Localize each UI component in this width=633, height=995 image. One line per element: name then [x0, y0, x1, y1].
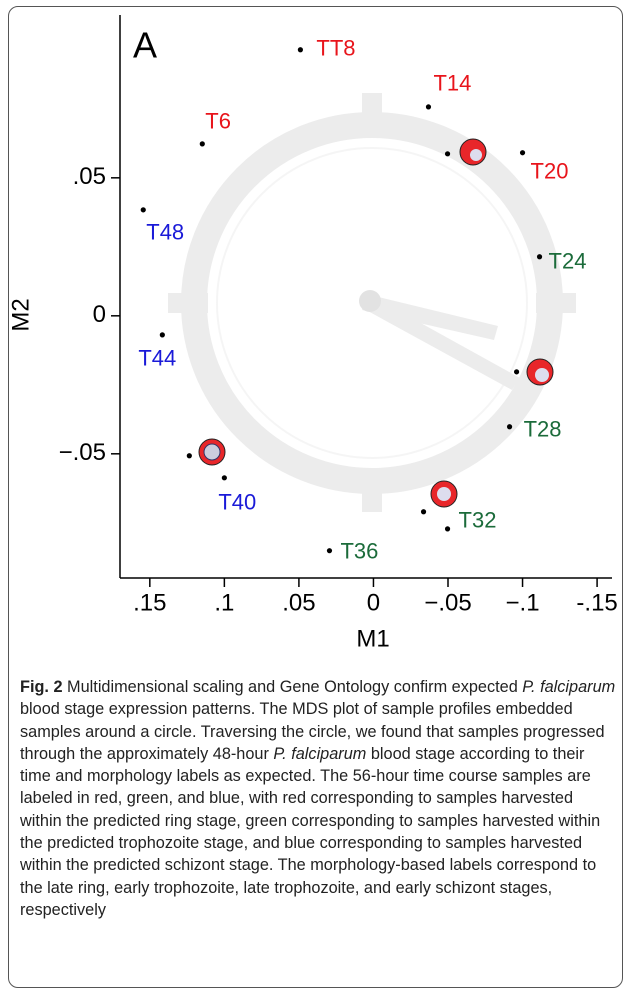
- point: [520, 150, 525, 155]
- point-label: T48: [146, 220, 184, 245]
- caption: Fig. 2 Multidimensional scaling and Gene…: [20, 676, 616, 921]
- caption-text: P. falciparum: [522, 678, 615, 696]
- point: [507, 424, 512, 429]
- point-label: T24: [549, 249, 587, 274]
- chart: A M1 M2 .15 .1 .05 0 −.05 −.1 -.15 .05 0 −.05 T6 TT…: [0, 0, 633, 670]
- point-label: T20: [531, 159, 569, 184]
- point: [426, 104, 431, 109]
- point-label: T28: [524, 417, 562, 442]
- caption-text: P. falciparum: [273, 745, 366, 763]
- x-tick-label: -.15: [576, 589, 617, 616]
- caption-text: Multidimensional scaling and Gene Ontolo…: [63, 678, 523, 696]
- x-tick-label: −.1: [506, 589, 540, 616]
- point-label: T6: [205, 109, 231, 134]
- x-tick-label: .15: [133, 589, 166, 616]
- x-tick-label: .05: [282, 589, 315, 616]
- point: [421, 509, 426, 514]
- y-tick-label: 0: [93, 301, 106, 328]
- caption-text: blood stage according to their time and …: [20, 745, 600, 919]
- y-tick-label: −.05: [59, 439, 106, 466]
- point-label: T40: [218, 490, 256, 515]
- point-label: T36: [340, 538, 378, 563]
- point: [327, 548, 332, 553]
- point: [222, 475, 227, 480]
- page: A M1 M2 .15 .1 .05 0 −.05 −.1 -.15 .05 0 −.05 T6 TT…: [0, 0, 633, 995]
- point: [445, 151, 450, 156]
- y-axis-title: M2: [7, 298, 34, 331]
- point-label: T44: [138, 346, 176, 371]
- point: [187, 453, 192, 458]
- point-label: T32: [459, 508, 497, 533]
- x-axis-title: M1: [356, 625, 389, 652]
- point: [160, 332, 165, 337]
- point: [514, 369, 519, 374]
- point: [298, 47, 303, 52]
- caption-label: Fig. 2: [20, 678, 63, 696]
- panel-label: A: [133, 25, 157, 66]
- x-tick-label: .1: [214, 589, 234, 616]
- point: [537, 254, 542, 259]
- point: [200, 141, 205, 146]
- y-tick-label: .05: [73, 163, 106, 190]
- point-label: T14: [433, 71, 471, 96]
- point-label: TT8: [316, 36, 355, 61]
- point: [445, 526, 450, 531]
- x-tick-label: −.05: [424, 589, 471, 616]
- clock-background: [168, 93, 576, 512]
- point: [141, 207, 146, 212]
- x-tick-label: 0: [367, 589, 380, 616]
